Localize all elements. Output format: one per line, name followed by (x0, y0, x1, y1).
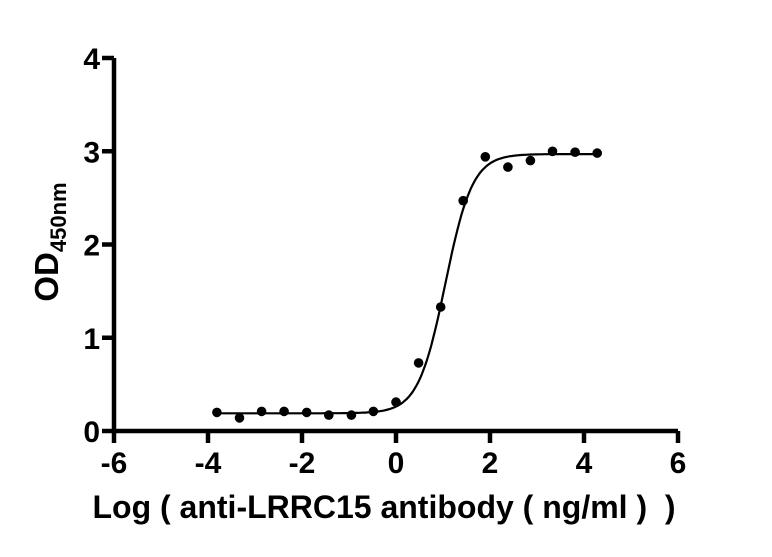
y-axis-title-subscript: 450nm (46, 182, 71, 252)
x-tick-label: 2 (482, 447, 499, 480)
data-point (503, 162, 513, 172)
x-tick-label: -4 (195, 447, 222, 480)
x-tick-label: -6 (101, 447, 128, 480)
fit-curve-layer (216, 153, 598, 415)
axes-layer (102, 55, 681, 443)
fit-curve (216, 153, 598, 415)
y-tick-label: 4 (83, 43, 100, 76)
y-tick-label: 1 (83, 323, 100, 356)
y-tick-label: 3 (83, 136, 100, 169)
y-axis-title-main: OD (28, 252, 65, 302)
axis-lines (111, 58, 678, 434)
data-point (458, 195, 469, 206)
x-tick-label: 4 (576, 447, 593, 480)
x-axis-title: Log ( anti-LRRC15 antibody ( ng/ml ) ) (92, 489, 675, 525)
data-point (346, 410, 357, 420)
data-point (256, 406, 267, 417)
data-point (212, 407, 222, 418)
y-axis-title: OD450nm (28, 182, 71, 301)
x-tick-label: 6 (670, 447, 687, 480)
data-point (435, 302, 446, 312)
data-point (234, 413, 245, 423)
data-point (324, 410, 334, 420)
data-point (570, 147, 580, 157)
x-tick-label: 0 (388, 447, 405, 480)
data-point (547, 146, 558, 157)
data-point (525, 155, 536, 166)
data-point (413, 358, 424, 368)
data-point (480, 152, 491, 162)
y-tick-label: 2 (83, 230, 100, 263)
data-point (279, 406, 289, 417)
data-point (368, 406, 379, 417)
x-tick-label: -2 (289, 447, 316, 480)
data-point (592, 148, 602, 158)
data-point (301, 407, 312, 418)
data-point (391, 397, 401, 407)
y-tick-label: 0 (83, 416, 100, 449)
data-points-layer (212, 146, 602, 423)
tick-labels-layer: -6 -4 -2 0 2 4 6 0 1 2 3 4 (83, 43, 686, 480)
